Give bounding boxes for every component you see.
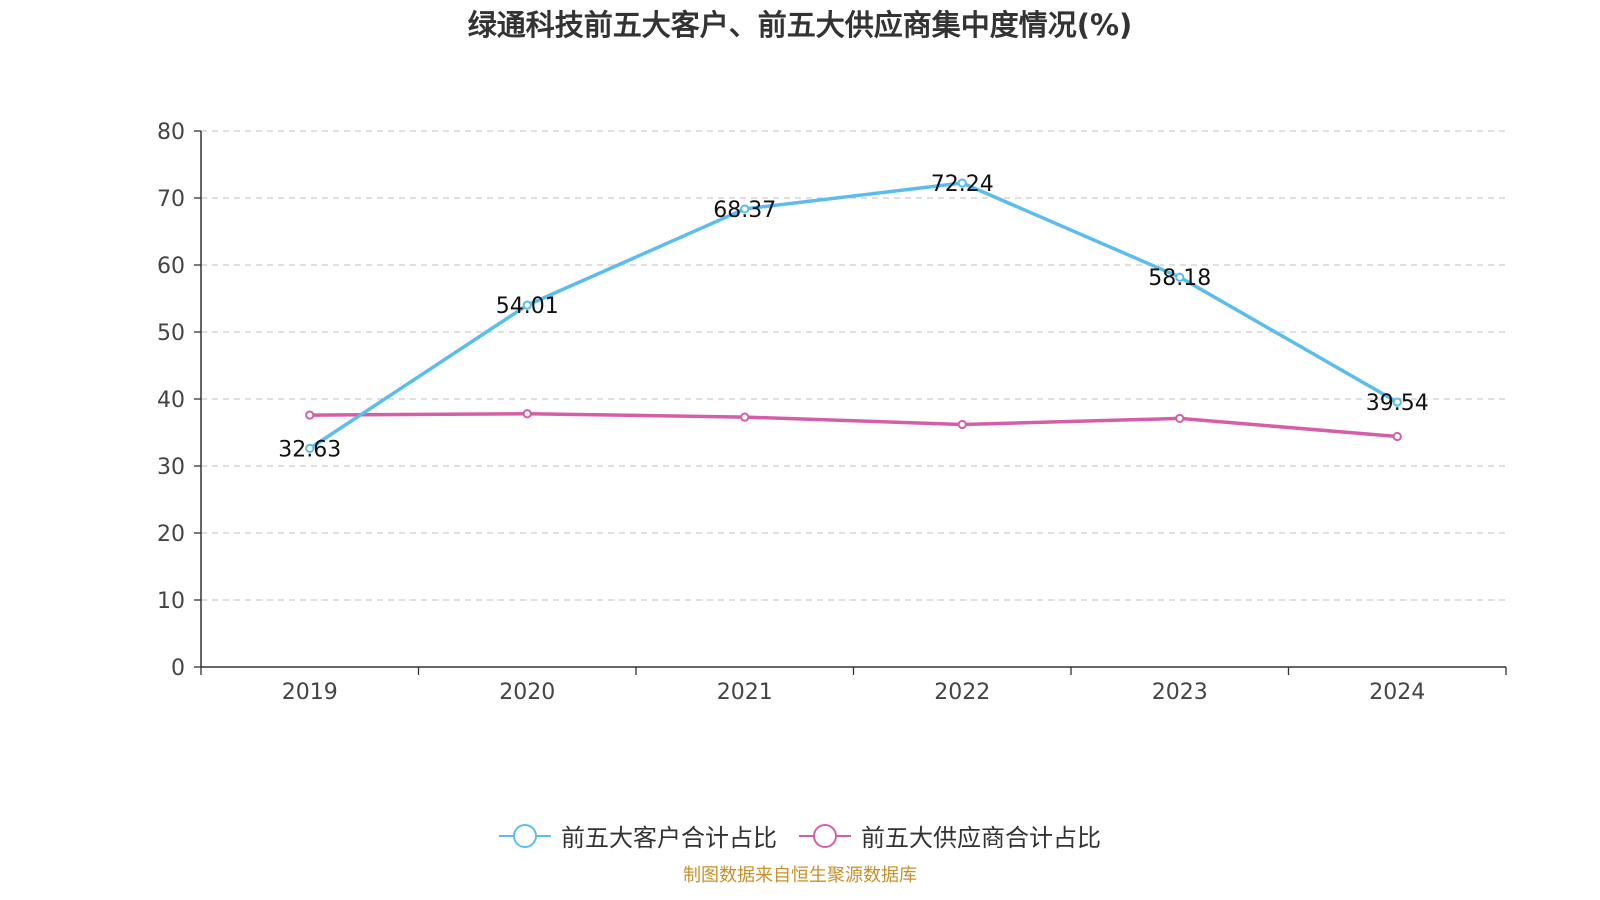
data-point xyxy=(1392,431,1402,442)
x-tick-label: 2021 xyxy=(717,680,773,705)
legend-line-circle-icon xyxy=(799,823,851,849)
data-labels: 32.63 54.01 68.37 72.24 58.18 39.54 xyxy=(278,172,1428,462)
data-point xyxy=(522,409,532,419)
data-label: 39.54 xyxy=(1366,391,1429,416)
y-tick-label: 0 xyxy=(171,656,185,681)
data-label: 58.18 xyxy=(1148,266,1211,291)
data-point xyxy=(957,419,967,430)
x-tick-label: 2020 xyxy=(499,680,555,705)
data-point xyxy=(957,178,967,188)
series-1 xyxy=(305,409,1402,442)
legend: 前五大客户合计占比 前五大供应商合计占比 xyxy=(0,818,1600,853)
y-tick-label: 40 xyxy=(157,388,185,413)
data-point xyxy=(1175,413,1185,424)
legend-line-circle-icon xyxy=(499,823,551,849)
series-group xyxy=(305,178,1402,453)
x-tick-label: 2024 xyxy=(1369,680,1425,705)
y-tick-label: 30 xyxy=(157,455,185,480)
legend-swatch-circle xyxy=(513,823,537,848)
data-point xyxy=(305,410,315,420)
data-label: 68.37 xyxy=(713,198,776,223)
x-tick-label: 2022 xyxy=(934,680,990,705)
source-note: 制图数据来自恒生聚源数据库 xyxy=(683,865,917,886)
axes: 0 10 20 30 40 50 60 70 80 2019 2020 2021 2022 2023 202… xyxy=(157,120,1507,705)
data-label: 32.63 xyxy=(278,437,341,462)
data-point xyxy=(740,204,750,214)
data-point xyxy=(522,300,532,310)
x-tick-label: 2023 xyxy=(1152,680,1208,705)
x-tick-label: 2019 xyxy=(282,680,338,705)
y-tick-label: 10 xyxy=(157,589,185,614)
series-0 xyxy=(305,178,1402,453)
legend-label-suppliers: 前五大供应商合计占比 xyxy=(861,824,1101,852)
chart-title: 绿通科技前五大客户、前五大供应商集中度情况(%) xyxy=(467,8,1133,42)
data-point xyxy=(740,412,750,422)
legend-item-suppliers[interactable]: 前五大供应商合计占比 xyxy=(799,818,1101,853)
data-point xyxy=(1175,272,1185,282)
legend-item-customers[interactable]: 前五大客户合计占比 xyxy=(499,818,777,853)
y-tick-label: 70 xyxy=(157,187,185,212)
y-tick-label: 80 xyxy=(157,120,185,145)
grid-lines xyxy=(201,130,1506,601)
legend-swatch-circle xyxy=(813,823,837,848)
data-point xyxy=(305,443,315,453)
y-tick-label: 50 xyxy=(157,321,185,346)
y-tick-label: 20 xyxy=(157,522,185,547)
data-label: 54.01 xyxy=(496,294,559,319)
chart-plot-area: 0 10 20 30 40 50 60 70 80 2019 2020 2021 2022 2023 202… xyxy=(157,120,1507,705)
data-label: 72.24 xyxy=(931,172,994,197)
legend-label-customers: 前五大客户合计占比 xyxy=(561,824,777,852)
series-line xyxy=(309,411,1398,439)
y-tick-label: 60 xyxy=(157,254,185,279)
series-line xyxy=(308,181,1399,450)
data-point xyxy=(1392,397,1402,407)
